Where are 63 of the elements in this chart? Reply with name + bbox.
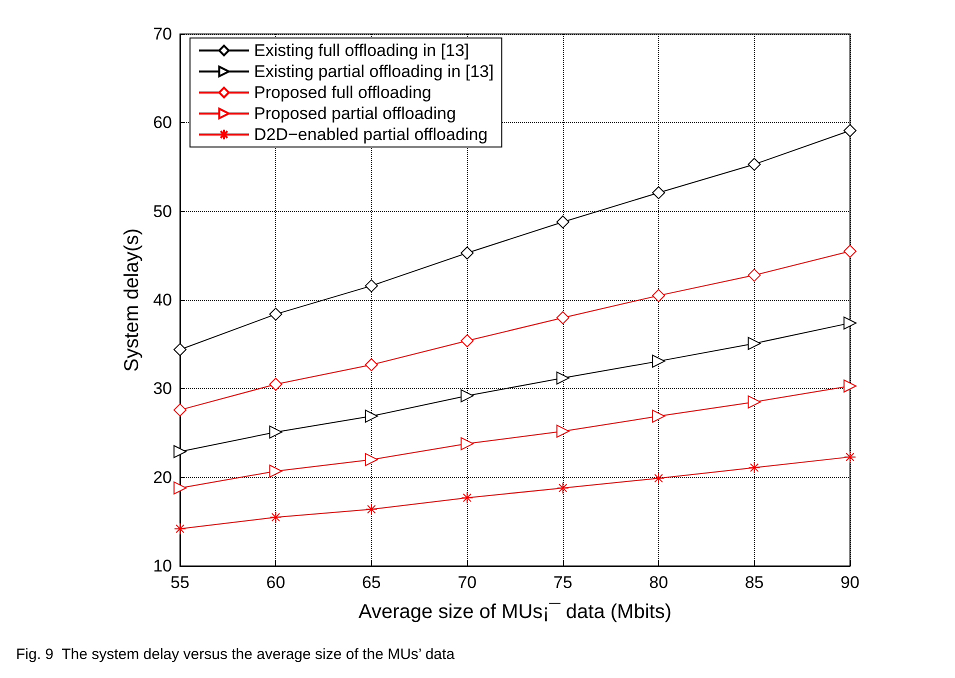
point xyxy=(174,481,186,494)
y-tick-label: 40 xyxy=(153,290,172,310)
point xyxy=(460,334,474,348)
point xyxy=(748,336,761,350)
point xyxy=(844,450,856,463)
point xyxy=(844,380,856,393)
point xyxy=(748,395,761,408)
point xyxy=(556,215,570,228)
point xyxy=(748,462,760,474)
y-tick-label: 30 xyxy=(153,379,172,398)
legend-label: Existing full offloading in [13] xyxy=(254,41,470,60)
x-tick-label: 65 xyxy=(362,573,381,592)
point xyxy=(844,316,856,330)
point xyxy=(748,158,761,171)
point xyxy=(652,410,666,423)
point xyxy=(460,437,474,450)
x-tick-label: 60 xyxy=(266,573,286,592)
point xyxy=(652,289,666,302)
y-tick-label: 20 xyxy=(153,468,172,487)
point xyxy=(364,358,378,372)
point xyxy=(461,492,474,504)
y-axis-title: System delay(s) xyxy=(121,228,143,372)
legend-label: D2D−enabled partial offloading xyxy=(254,125,488,144)
x-tick-label: 85 xyxy=(744,573,764,592)
point xyxy=(556,482,569,494)
x-tick-label: 80 xyxy=(649,573,668,592)
point xyxy=(844,124,856,138)
x-tick-label: 55 xyxy=(170,573,190,592)
point xyxy=(652,472,665,484)
point xyxy=(652,354,666,368)
point xyxy=(269,308,282,321)
point xyxy=(174,522,186,535)
point xyxy=(364,453,378,466)
y-tick-label: 70 xyxy=(153,24,172,44)
y-tick-label: 10 xyxy=(153,556,172,576)
point xyxy=(556,424,570,438)
point xyxy=(364,279,378,292)
y-tick-label: 50 xyxy=(153,202,172,221)
x-axis-title: Average size of MUs¡¯ data (Mbits) xyxy=(358,601,672,623)
point xyxy=(556,311,570,324)
point xyxy=(652,186,666,200)
x-tick-label: 70 xyxy=(458,573,477,592)
point xyxy=(269,378,282,391)
caption: Fig. 9 The system delay versus the average size of the MUs’ data xyxy=(16,646,456,663)
point xyxy=(174,343,186,356)
legend-label: Existing partial offloading in [13] xyxy=(254,62,494,81)
legend-label: Proposed partial offloading xyxy=(254,104,456,123)
legend-label: Proposed full offloading xyxy=(254,83,432,102)
point xyxy=(270,511,282,524)
x-tick-label: 75 xyxy=(553,573,572,592)
point xyxy=(174,445,186,458)
point xyxy=(844,244,856,258)
point xyxy=(174,403,186,416)
point xyxy=(364,410,378,423)
point xyxy=(269,464,282,478)
x-tick-label: 90 xyxy=(840,573,860,592)
point xyxy=(365,503,378,516)
y-tick-label: 60 xyxy=(153,113,172,132)
point xyxy=(460,246,474,260)
point xyxy=(460,389,474,402)
point xyxy=(556,372,570,385)
point xyxy=(748,268,761,282)
point xyxy=(269,426,282,439)
